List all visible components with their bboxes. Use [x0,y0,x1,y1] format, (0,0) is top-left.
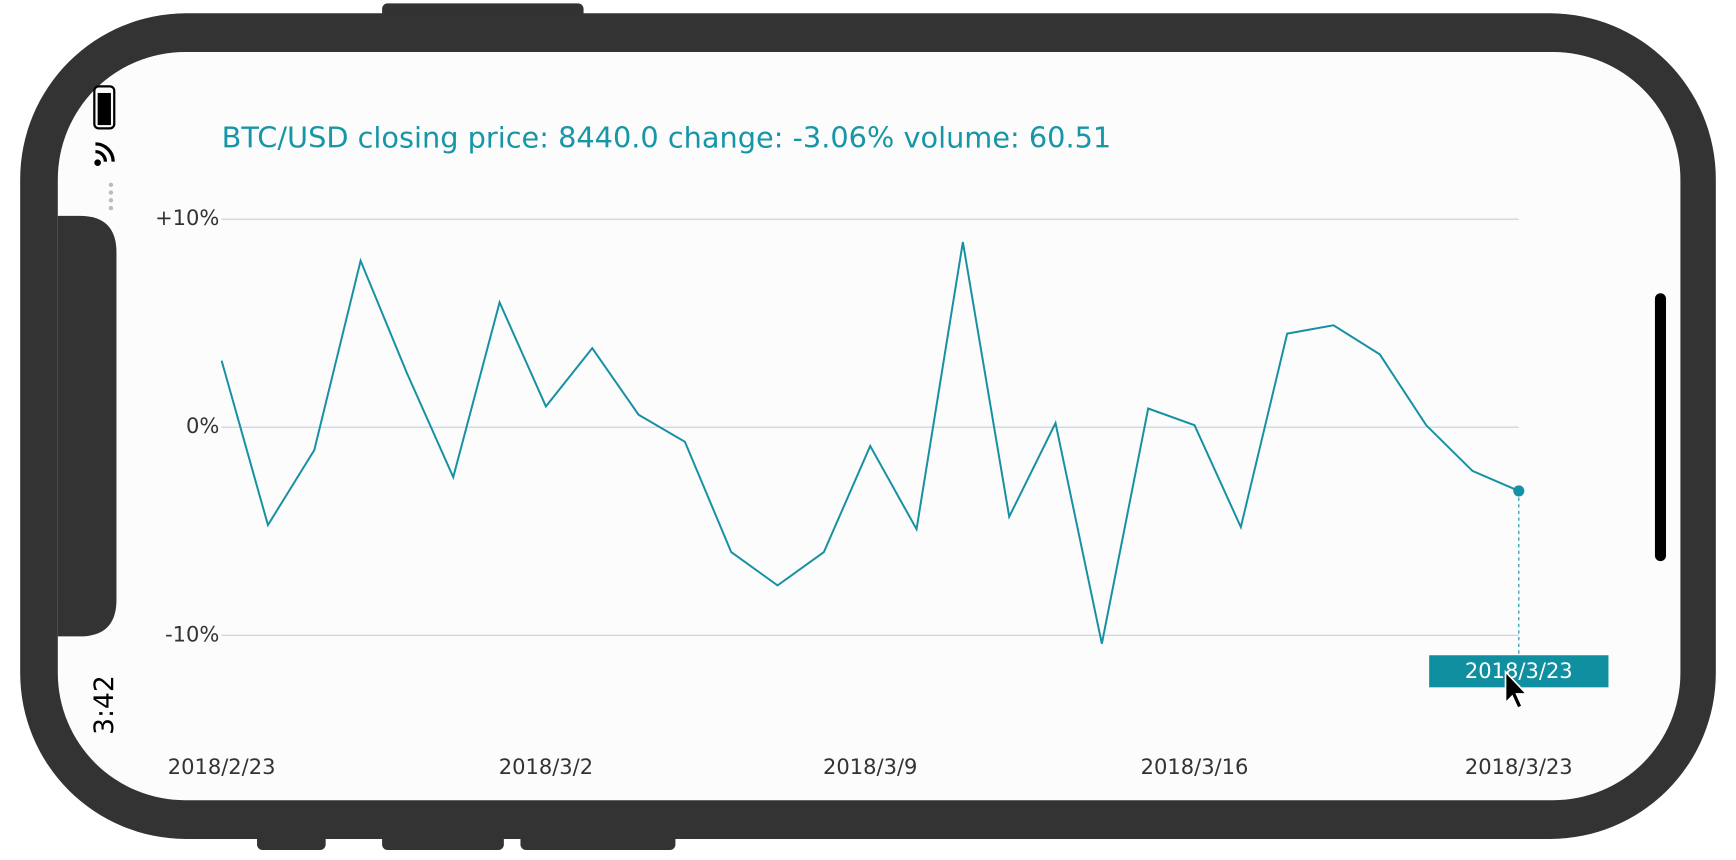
tooltip-box [1429,655,1609,688]
y-tick-label: -10% [165,621,219,646]
x-tick-label: 2018/3/16 [1141,754,1249,779]
x-tick-label: 2018/2/23 [168,754,276,779]
home-indicator [1654,293,1667,562]
wifi-icon [95,142,115,162]
wifi-icon [94,159,101,167]
cursor [1504,669,1529,710]
chart-title: BTC/USD closing price: 8440.0 change: -3… [222,120,1112,154]
y-tick-label: 0% [186,413,219,438]
battery-icon [93,85,116,130]
x-tick-label: 2018/3/23 [1465,754,1573,779]
screen [57,52,1681,801]
line-series [220,241,1520,644]
x-tick-label: 2018/3/2 [499,754,593,779]
highlight-point [1513,485,1525,497]
x-tick-label: 2018/3/9 [823,754,917,779]
signal-dots [108,182,114,211]
y-tick-label: +10% [155,205,219,230]
battery-level [97,92,111,126]
tooltip-label: 2018/3/23 [1465,658,1573,683]
status-time: 3:42 [89,675,120,735]
notch [57,215,117,637]
